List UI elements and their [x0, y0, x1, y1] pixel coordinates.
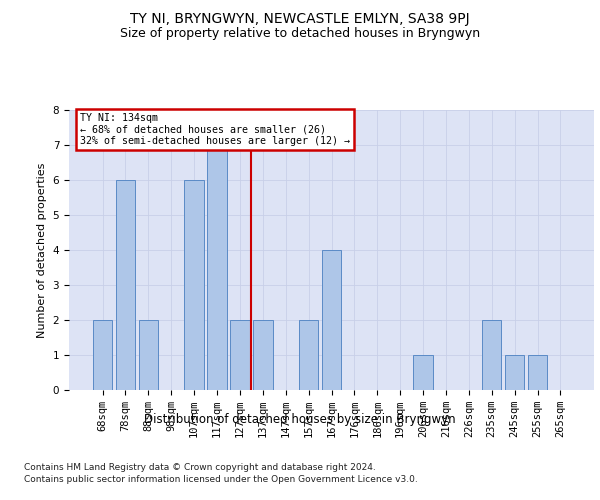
Bar	[528, 355, 547, 390]
Bar	[299, 320, 319, 390]
Text: Distribution of detached houses by size in Bryngwyn: Distribution of detached houses by size …	[144, 412, 456, 426]
Bar	[139, 320, 158, 390]
Y-axis label: Number of detached properties: Number of detached properties	[37, 162, 47, 338]
Bar	[322, 250, 341, 390]
Bar	[413, 355, 433, 390]
Text: Size of property relative to detached houses in Bryngwyn: Size of property relative to detached ho…	[120, 28, 480, 40]
Bar	[208, 145, 227, 390]
Bar	[93, 320, 112, 390]
Bar	[505, 355, 524, 390]
Bar	[184, 180, 204, 390]
Text: Contains HM Land Registry data © Crown copyright and database right 2024.
Contai: Contains HM Land Registry data © Crown c…	[24, 462, 418, 484]
Text: TY NI: 134sqm
← 68% of detached houses are smaller (26)
32% of semi-detached hou: TY NI: 134sqm ← 68% of detached houses a…	[79, 113, 349, 146]
Text: TY NI, BRYNGWYN, NEWCASTLE EMLYN, SA38 9PJ: TY NI, BRYNGWYN, NEWCASTLE EMLYN, SA38 9…	[130, 12, 470, 26]
Bar	[230, 320, 250, 390]
Bar	[482, 320, 502, 390]
Bar	[116, 180, 135, 390]
Bar	[253, 320, 272, 390]
